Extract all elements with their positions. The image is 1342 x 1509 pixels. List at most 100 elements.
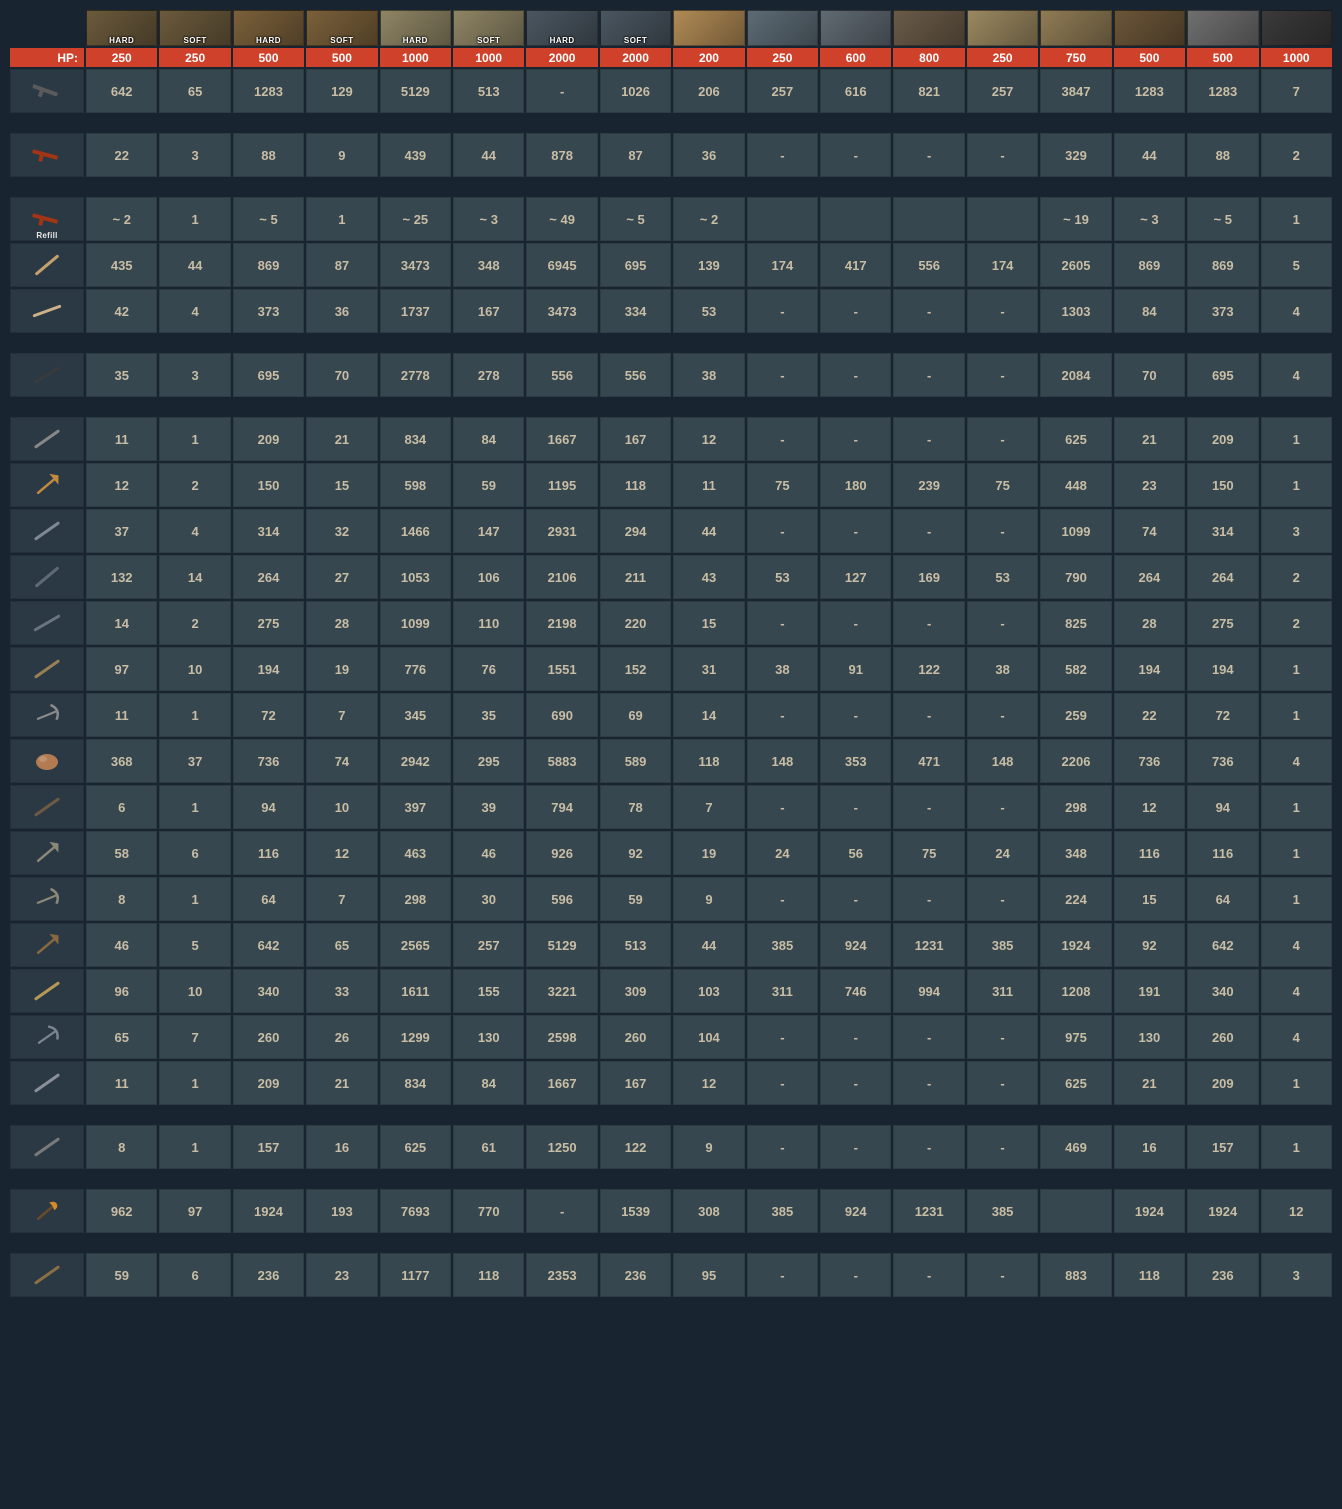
hp-value: 1000 — [1261, 48, 1333, 67]
value-cell: 260 — [1187, 1015, 1258, 1059]
value-cell: 44 — [159, 243, 230, 287]
value-cell: 139 — [673, 243, 744, 287]
value-cell: 64 — [1187, 877, 1258, 921]
value-cell: 6 — [86, 785, 157, 829]
value-cell: 353 — [820, 739, 891, 783]
value-cell: - — [820, 1061, 891, 1105]
value-cell: 1099 — [1040, 509, 1111, 553]
material-icon — [820, 10, 891, 46]
row-bone-club: 4354486987347334869456951391744175561742… — [10, 243, 1332, 287]
col-wood-hard: HARD — [233, 10, 304, 46]
value-cell: 2 — [1261, 555, 1333, 599]
value-cell: 116 — [1114, 831, 1185, 875]
value-cell: 14 — [86, 601, 157, 645]
value-cell: 44 — [673, 509, 744, 553]
value-cell: - — [526, 1189, 597, 1233]
value-cell: 167 — [600, 417, 671, 461]
value-cell: 373 — [1187, 289, 1258, 333]
value-cell: - — [747, 877, 818, 921]
value-cell: ~ 2 — [86, 197, 157, 241]
value-cell: 1539 — [600, 1189, 671, 1233]
value-cell: 7693 — [380, 1189, 451, 1233]
value-cell: 157 — [1187, 1125, 1258, 1169]
value-cell: 8 — [86, 877, 157, 921]
value-cell: - — [820, 785, 891, 829]
value-cell: - — [820, 1253, 891, 1297]
value-cell: 1231 — [893, 1189, 964, 1233]
value-cell: 74 — [1114, 509, 1185, 553]
value-cell: 334 — [600, 289, 671, 333]
value-cell: 2 — [1261, 601, 1333, 645]
value-cell: 9 — [673, 877, 744, 921]
value-cell: 24 — [747, 831, 818, 875]
value-cell: 38 — [967, 647, 1038, 691]
value-cell: 24 — [967, 831, 1038, 875]
value-cell: 38 — [673, 353, 744, 397]
value-cell: 23 — [306, 1253, 377, 1297]
salvaged-cleaver-icon — [10, 786, 84, 828]
value-cell: 345 — [380, 693, 451, 737]
value-cell: 19 — [673, 831, 744, 875]
value-cell: 211 — [600, 555, 671, 599]
value-cell: 1 — [1261, 197, 1333, 241]
hardsoft-label: HARD — [86, 36, 157, 45]
value-cell: - — [893, 1061, 964, 1105]
value-cell: 1 — [159, 417, 230, 461]
value-cell: 1737 — [380, 289, 451, 333]
value-cell: 825 — [1040, 601, 1111, 645]
value-cell: 174 — [967, 243, 1038, 287]
value-cell: - — [820, 601, 891, 645]
value-cell: 26 — [306, 1015, 377, 1059]
value-cell: 3 — [1261, 1253, 1333, 1297]
hp-value: 250 — [967, 48, 1038, 67]
value-cell: 314 — [1187, 509, 1258, 553]
row-spear-stone: 81157166256112501229----469161571 — [10, 1125, 1332, 1169]
value-cell: 22 — [1114, 693, 1185, 737]
value-cell: 96 — [86, 969, 157, 1013]
value-cell: 56 — [820, 831, 891, 875]
row-cleaver: 35369570277827855655638----2084706954 — [10, 353, 1332, 397]
value-cell: 122 — [893, 647, 964, 691]
value-cell: ~ 5 — [1187, 197, 1258, 241]
value-cell: 72 — [233, 693, 304, 737]
value-cell: 448 — [1040, 463, 1111, 507]
value-cell: 994 — [893, 969, 964, 1013]
value-cell: 2942 — [380, 739, 451, 783]
chainsaw-icon — [10, 70, 84, 112]
value-cell: 3 — [1261, 509, 1333, 553]
tool-cell — [10, 289, 84, 333]
value-cell: 7 — [159, 1015, 230, 1059]
value-cell: 59 — [86, 1253, 157, 1297]
value-cell: 19 — [306, 647, 377, 691]
value-cell: 589 — [600, 739, 671, 783]
value-cell: 116 — [233, 831, 304, 875]
row-wooden-spear: 596236231177118235323695----8831182363 — [10, 1253, 1332, 1297]
value-cell: 58 — [86, 831, 157, 875]
knife-icon — [10, 418, 84, 460]
value-cell: 97 — [86, 647, 157, 691]
value-cell: 385 — [967, 923, 1038, 967]
salvaged-hammer-icon — [10, 970, 84, 1012]
row-paddle: 9710194197767615511523138911223858219419… — [10, 647, 1332, 691]
hp-value: 600 — [820, 48, 891, 67]
value-cell: 31 — [673, 647, 744, 691]
row-spacer — [10, 179, 1332, 195]
value-cell: 104 — [673, 1015, 744, 1059]
value-cell: - — [747, 133, 818, 177]
hp-value: 500 — [306, 48, 377, 67]
value-cell: 556 — [526, 353, 597, 397]
value-cell: 1924 — [1114, 1189, 1185, 1233]
mace-icon — [10, 556, 84, 598]
value-cell: 385 — [747, 923, 818, 967]
value-cell: 5 — [159, 923, 230, 967]
value-cell: 435 — [86, 243, 157, 287]
value-cell: 260 — [600, 1015, 671, 1059]
value-cell: ~ 2 — [673, 197, 744, 241]
value-cell: 298 — [1040, 785, 1111, 829]
row-flamethrower-refill: Refill~ 21~ 51~ 25~ 3~ 49~ 5~ 2~ 19~ 3~ … — [10, 197, 1332, 241]
value-cell: 92 — [1114, 923, 1185, 967]
value-cell: 3847 — [1040, 69, 1111, 113]
value-cell: 236 — [1187, 1253, 1258, 1297]
value-cell: 582 — [1040, 647, 1111, 691]
tool-cell — [10, 693, 84, 737]
